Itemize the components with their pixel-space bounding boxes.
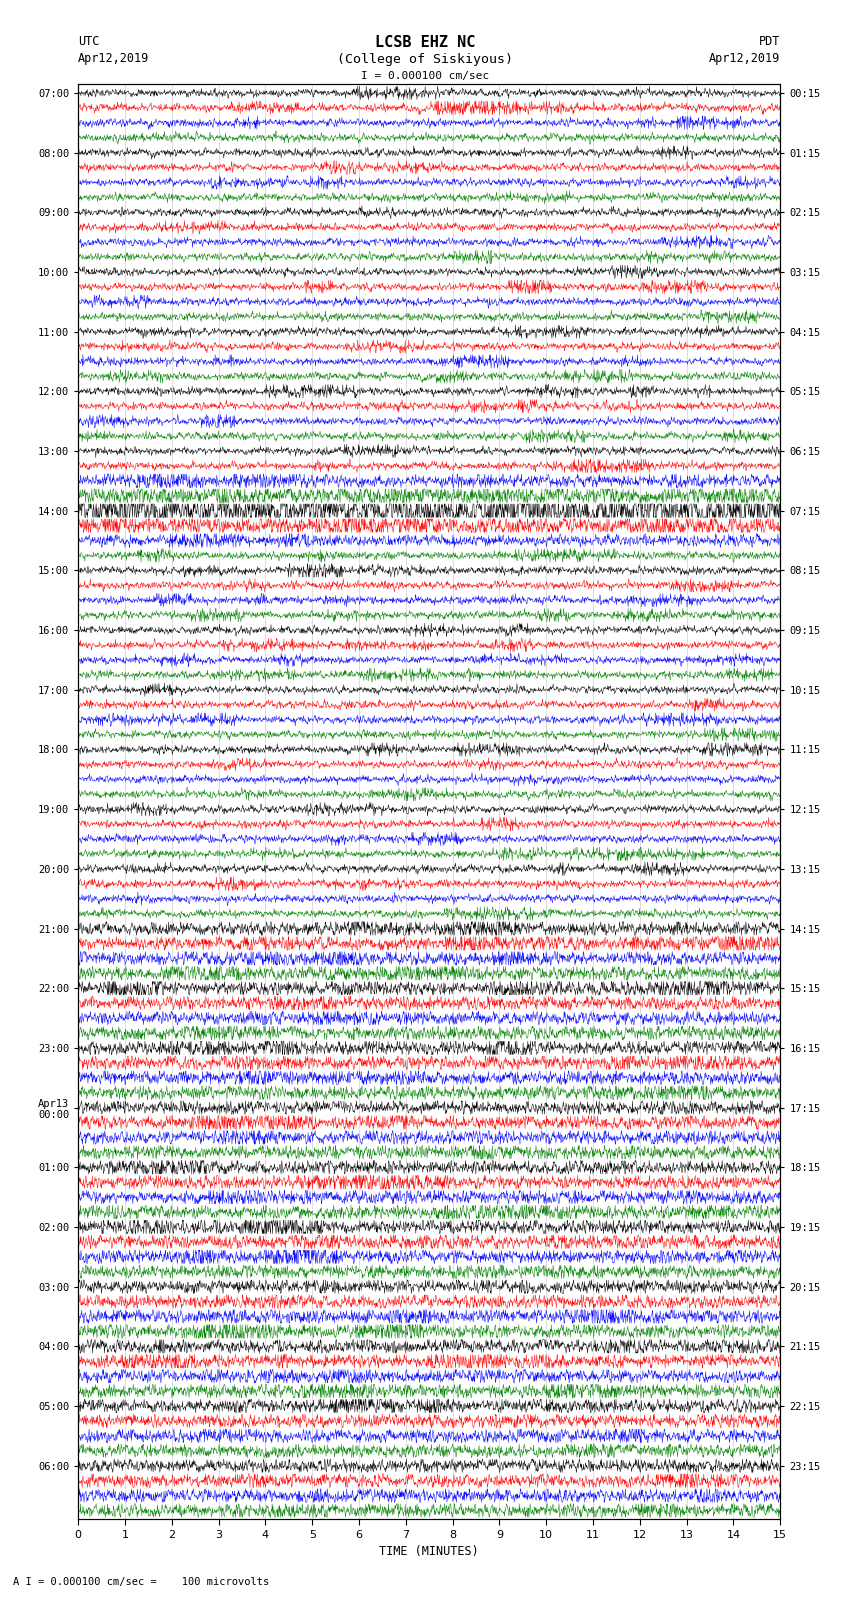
Text: I = 0.000100 cm/sec: I = 0.000100 cm/sec [361,71,489,81]
Text: Apr12,2019: Apr12,2019 [709,52,780,65]
Text: A I = 0.000100 cm/sec =    100 microvolts: A I = 0.000100 cm/sec = 100 microvolts [13,1578,269,1587]
Text: LCSB EHZ NC: LCSB EHZ NC [375,35,475,50]
Text: UTC: UTC [78,35,99,48]
Text: PDT: PDT [759,35,780,48]
X-axis label: TIME (MINUTES): TIME (MINUTES) [379,1545,479,1558]
Text: (College of Siskiyous): (College of Siskiyous) [337,53,513,66]
Text: Apr12,2019: Apr12,2019 [78,52,150,65]
